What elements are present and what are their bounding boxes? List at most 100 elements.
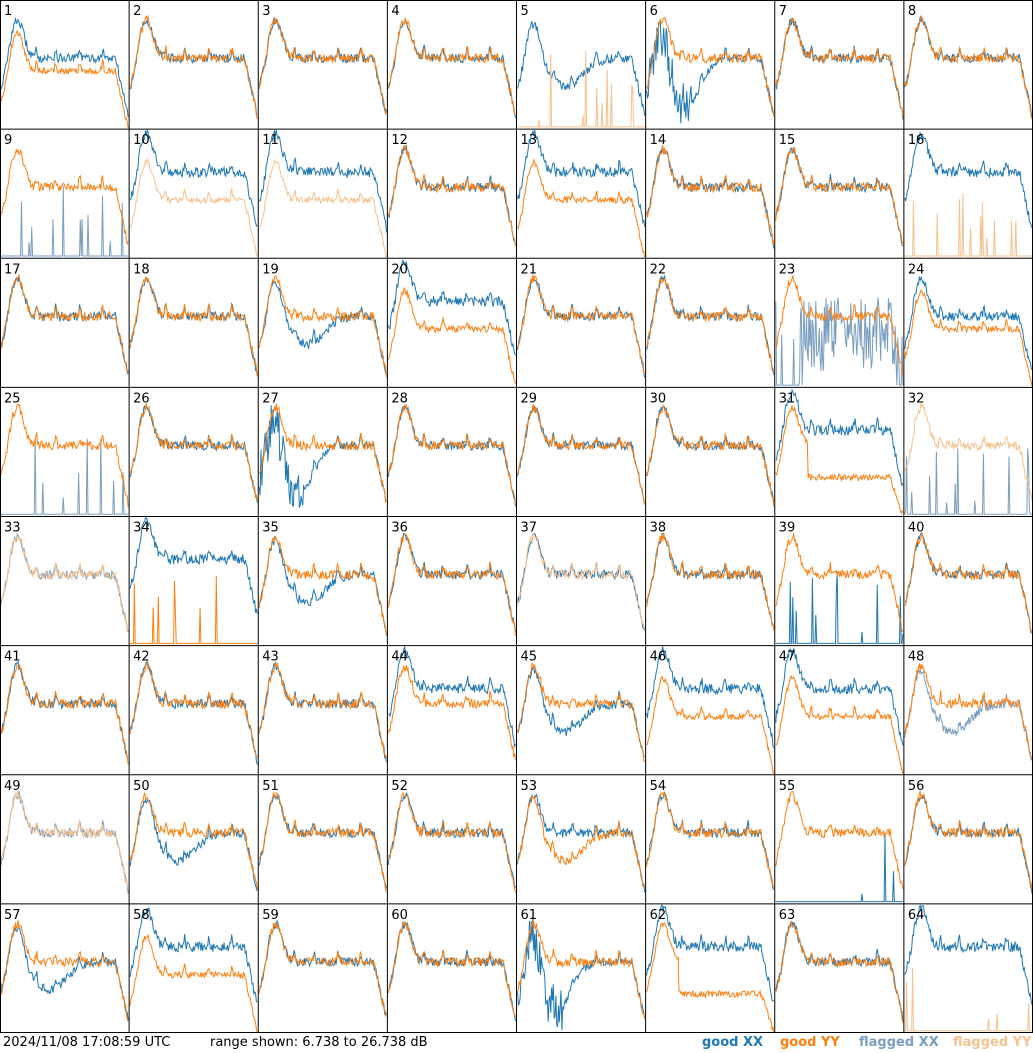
panel-60-xx-line: [387, 921, 516, 1022]
panel-31-xx-line: [775, 388, 904, 487]
panel-14-yy-line: [646, 145, 775, 246]
panel-5-yy-line: [517, 50, 645, 128]
panel-1-yy-line: [0, 29, 129, 129]
panel-35-yy-line: [258, 535, 387, 635]
panel-12-label: 12: [391, 133, 408, 148]
panel-24-xx-line: [904, 276, 1033, 371]
panel-31-yy-line: [775, 405, 904, 515]
panel-24-yy-line: [904, 288, 1033, 387]
panel-27-xx-line: [258, 405, 387, 508]
panel-11-label: 11: [262, 133, 279, 148]
panel-64-xx-line: [904, 904, 1033, 1005]
panel-45-yy-line: [517, 662, 646, 762]
panel-35-label: 35: [262, 521, 279, 536]
panel-46-xx-line: [646, 646, 775, 749]
panel-34-yy-line: [130, 575, 258, 644]
panel-48-yy-line: [904, 663, 1033, 758]
panel-47-xx-line: [775, 648, 904, 746]
panel-53-yy-line: [517, 794, 646, 888]
panel-46-yy-line: [646, 676, 775, 774]
legend-good-xx: good XX: [702, 1035, 764, 1050]
panel-16-xx-line: [904, 131, 1033, 229]
panel-58-xx-line: [129, 907, 258, 1003]
legend-good-yy: good YY: [780, 1035, 840, 1050]
panel-32-label: 32: [908, 391, 925, 406]
panel-57-xx-line: [0, 926, 129, 1021]
panel-62-yy-line: [646, 922, 775, 1033]
panel-10-label: 10: [133, 133, 150, 148]
panel-59-yy-line: [258, 921, 387, 1017]
panel-61-label: 61: [521, 908, 538, 923]
panel-37-yy-line: [517, 532, 646, 629]
panel-59-label: 59: [262, 908, 279, 923]
panel-34-label: 34: [133, 521, 150, 536]
panel-51-label: 51: [262, 779, 279, 794]
panel-41-yy-line: [0, 663, 129, 765]
panel-26-label: 26: [133, 391, 150, 406]
panel-58-label: 58: [133, 908, 150, 923]
panel-48-label: 48: [908, 650, 925, 665]
panel-52-yy-line: [388, 791, 516, 894]
panel-7-yy-line: [775, 17, 904, 118]
panel-58-yy-line: [129, 933, 258, 1033]
panel-20-label: 20: [391, 262, 408, 277]
panel-3-label: 3: [262, 4, 270, 19]
panel-30-label: 30: [650, 391, 667, 406]
panel-47-yy-line: [775, 675, 904, 774]
panel-20-xx-line: [387, 259, 516, 356]
panel-3-yy-line: [258, 16, 387, 115]
panel-28-yy-line: [388, 404, 516, 504]
panel-17-yy-line: [0, 273, 129, 375]
panel-27-label: 27: [262, 391, 279, 406]
panel-5-xx-line: [517, 20, 646, 116]
panel-31-label: 31: [779, 391, 796, 406]
panel-30-yy-line: [646, 405, 775, 507]
panel-57-label: 57: [4, 908, 21, 923]
panel-5-label: 5: [521, 4, 529, 19]
panel-34-xx-line: [129, 516, 258, 614]
panel-55-xx-line: [775, 833, 903, 903]
panel-50-label: 50: [133, 779, 150, 794]
panel-9-xx-line: [1, 185, 129, 257]
panel-9-label: 9: [4, 133, 12, 148]
panel-54-label: 54: [650, 779, 667, 794]
panel-44-yy-line: [387, 665, 516, 761]
panel-60-yy-line: [387, 920, 516, 1018]
panel-4-yy-line: [387, 18, 516, 114]
panel-43-label: 43: [262, 650, 279, 665]
panel-39-yy-line: [775, 533, 904, 633]
panel-47-label: 47: [779, 650, 796, 665]
panel-55-label: 55: [779, 779, 796, 794]
panel-36-label: 36: [391, 521, 408, 536]
panel-23-yy-line: [775, 275, 904, 375]
panel-13-xx-line: [517, 129, 646, 227]
panel-19-xx-line: [259, 278, 387, 375]
panel-38-label: 38: [650, 521, 667, 536]
panel-8-label: 8: [908, 4, 916, 19]
panel-10-yy-line: [129, 157, 258, 257]
panel-6-yy-line: [646, 17, 775, 117]
panel-23-label: 23: [779, 262, 796, 277]
panel-25-xx-line: [1, 437, 129, 515]
panel-46-label: 46: [650, 650, 667, 665]
panel-44-label: 44: [391, 650, 408, 665]
panel-1-label: 1: [4, 4, 12, 19]
panel-26-yy-line: [129, 403, 258, 500]
panel-42-yy-line: [129, 661, 258, 758]
panel-28-label: 28: [391, 391, 408, 406]
panel-45-label: 45: [521, 650, 538, 665]
panel-39-label: 39: [779, 521, 796, 536]
panel-27-yy-line: [258, 403, 387, 503]
panel-54-yy-line: [646, 791, 775, 888]
panel-57-yy-line: [0, 920, 129, 1022]
panel-25-label: 25: [4, 391, 21, 406]
panel-62-label: 62: [650, 908, 667, 923]
panel-52-label: 52: [391, 779, 408, 794]
panel-40-label: 40: [908, 521, 925, 536]
panel-36-yy-line: [387, 533, 516, 637]
panel-11-xx-line: [258, 129, 387, 233]
panel-37-label: 37: [521, 521, 538, 536]
panel-44-xx-line: [388, 646, 516, 749]
panel-63-yy-line: [775, 920, 904, 1023]
